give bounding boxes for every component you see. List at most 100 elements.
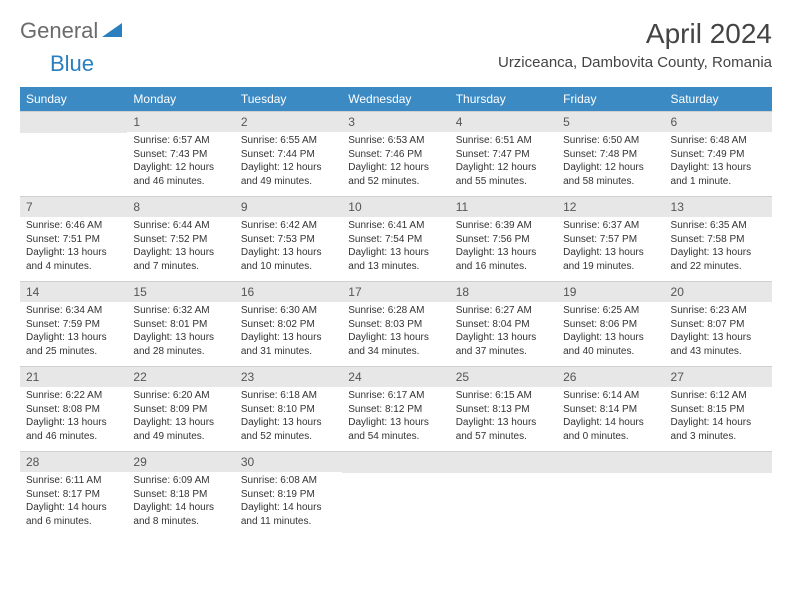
month-title: April 2024 [498, 18, 772, 50]
day-cell: 20Sunrise: 6:23 AMSunset: 8:07 PMDayligh… [665, 282, 772, 367]
calendar-row: 1Sunrise: 6:57 AMSunset: 7:43 PMDaylight… [20, 112, 772, 197]
day-number: 13 [665, 197, 772, 217]
day-content: Sunrise: 6:42 AMSunset: 7:53 PMDaylight:… [235, 217, 342, 281]
day-number: 5 [557, 112, 664, 132]
day-number: 4 [450, 112, 557, 132]
day-content: Sunrise: 6:48 AMSunset: 7:49 PMDaylight:… [665, 132, 772, 196]
day-number: 29 [127, 452, 234, 472]
day-number: 28 [20, 452, 127, 472]
day-cell: 23Sunrise: 6:18 AMSunset: 8:10 PMDayligh… [235, 367, 342, 452]
day-cell: 3Sunrise: 6:53 AMSunset: 7:46 PMDaylight… [342, 112, 449, 197]
day-cell: 13Sunrise: 6:35 AMSunset: 7:58 PMDayligh… [665, 197, 772, 282]
day-number: 8 [127, 197, 234, 217]
day-cell: 11Sunrise: 6:39 AMSunset: 7:56 PMDayligh… [450, 197, 557, 282]
day-content: Sunrise: 6:12 AMSunset: 8:15 PMDaylight:… [665, 387, 772, 451]
weekday-header-row: SundayMondayTuesdayWednesdayThursdayFrid… [20, 87, 772, 112]
day-content: Sunrise: 6:25 AMSunset: 8:06 PMDaylight:… [557, 302, 664, 366]
day-cell: 8Sunrise: 6:44 AMSunset: 7:52 PMDaylight… [127, 197, 234, 282]
day-content: Sunrise: 6:32 AMSunset: 8:01 PMDaylight:… [127, 302, 234, 366]
weekday-header: Monday [127, 87, 234, 112]
weekday-header: Wednesday [342, 87, 449, 112]
day-cell: 4Sunrise: 6:51 AMSunset: 7:47 PMDaylight… [450, 112, 557, 197]
day-number: 6 [665, 112, 772, 132]
day-cell: 30Sunrise: 6:08 AMSunset: 8:19 PMDayligh… [235, 452, 342, 537]
day-number: 25 [450, 367, 557, 387]
empty-cell [665, 452, 772, 537]
day-content: Sunrise: 6:08 AMSunset: 8:19 PMDaylight:… [235, 472, 342, 536]
day-cell: 2Sunrise: 6:55 AMSunset: 7:44 PMDaylight… [235, 112, 342, 197]
empty-cell [557, 452, 664, 537]
day-number: 30 [235, 452, 342, 472]
day-content: Sunrise: 6:57 AMSunset: 7:43 PMDaylight:… [127, 132, 234, 196]
day-number: 15 [127, 282, 234, 302]
day-cell: 19Sunrise: 6:25 AMSunset: 8:06 PMDayligh… [557, 282, 664, 367]
empty-cell [450, 452, 557, 537]
day-cell: 25Sunrise: 6:15 AMSunset: 8:13 PMDayligh… [450, 367, 557, 452]
day-content: Sunrise: 6:44 AMSunset: 7:52 PMDaylight:… [127, 217, 234, 281]
day-cell: 26Sunrise: 6:14 AMSunset: 8:14 PMDayligh… [557, 367, 664, 452]
title-block: April 2024 Urziceanca, Dambovita County,… [498, 18, 772, 71]
day-content: Sunrise: 6:28 AMSunset: 8:03 PMDaylight:… [342, 302, 449, 366]
day-content: Sunrise: 6:50 AMSunset: 7:48 PMDaylight:… [557, 132, 664, 196]
day-number: 9 [235, 197, 342, 217]
day-cell: 7Sunrise: 6:46 AMSunset: 7:51 PMDaylight… [20, 197, 127, 282]
day-cell: 17Sunrise: 6:28 AMSunset: 8:03 PMDayligh… [342, 282, 449, 367]
day-content: Sunrise: 6:37 AMSunset: 7:57 PMDaylight:… [557, 217, 664, 281]
day-cell: 9Sunrise: 6:42 AMSunset: 7:53 PMDaylight… [235, 197, 342, 282]
day-number: 17 [342, 282, 449, 302]
calendar-row: 14Sunrise: 6:34 AMSunset: 7:59 PMDayligh… [20, 282, 772, 367]
day-content: Sunrise: 6:20 AMSunset: 8:09 PMDaylight:… [127, 387, 234, 451]
day-cell: 21Sunrise: 6:22 AMSunset: 8:08 PMDayligh… [20, 367, 127, 452]
day-cell: 1Sunrise: 6:57 AMSunset: 7:43 PMDaylight… [127, 112, 234, 197]
day-number: 11 [450, 197, 557, 217]
day-cell: 28Sunrise: 6:11 AMSunset: 8:17 PMDayligh… [20, 452, 127, 537]
weekday-header: Tuesday [235, 87, 342, 112]
logo-text-general: General [20, 18, 98, 44]
day-content: Sunrise: 6:55 AMSunset: 7:44 PMDaylight:… [235, 132, 342, 196]
day-cell: 15Sunrise: 6:32 AMSunset: 8:01 PMDayligh… [127, 282, 234, 367]
day-number: 27 [665, 367, 772, 387]
day-number: 16 [235, 282, 342, 302]
day-content: Sunrise: 6:22 AMSunset: 8:08 PMDaylight:… [20, 387, 127, 451]
day-content: Sunrise: 6:30 AMSunset: 8:02 PMDaylight:… [235, 302, 342, 366]
day-content: Sunrise: 6:51 AMSunset: 7:47 PMDaylight:… [450, 132, 557, 196]
day-number: 26 [557, 367, 664, 387]
day-content: Sunrise: 6:17 AMSunset: 8:12 PMDaylight:… [342, 387, 449, 451]
day-number: 2 [235, 112, 342, 132]
day-cell: 12Sunrise: 6:37 AMSunset: 7:57 PMDayligh… [557, 197, 664, 282]
day-content: Sunrise: 6:14 AMSunset: 8:14 PMDaylight:… [557, 387, 664, 451]
day-number: 14 [20, 282, 127, 302]
day-cell: 16Sunrise: 6:30 AMSunset: 8:02 PMDayligh… [235, 282, 342, 367]
day-content: Sunrise: 6:39 AMSunset: 7:56 PMDaylight:… [450, 217, 557, 281]
empty-cell [342, 452, 449, 537]
day-content: Sunrise: 6:09 AMSunset: 8:18 PMDaylight:… [127, 472, 234, 536]
logo-triangle-icon [102, 21, 122, 42]
day-content: Sunrise: 6:41 AMSunset: 7:54 PMDaylight:… [342, 217, 449, 281]
weekday-header: Thursday [450, 87, 557, 112]
day-cell: 24Sunrise: 6:17 AMSunset: 8:12 PMDayligh… [342, 367, 449, 452]
day-cell: 29Sunrise: 6:09 AMSunset: 8:18 PMDayligh… [127, 452, 234, 537]
day-content: Sunrise: 6:18 AMSunset: 8:10 PMDaylight:… [235, 387, 342, 451]
location: Urziceanca, Dambovita County, Romania [498, 54, 772, 71]
day-number: 10 [342, 197, 449, 217]
weekday-header: Friday [557, 87, 664, 112]
day-cell: 5Sunrise: 6:50 AMSunset: 7:48 PMDaylight… [557, 112, 664, 197]
day-number: 20 [665, 282, 772, 302]
day-number: 3 [342, 112, 449, 132]
day-number: 24 [342, 367, 449, 387]
day-number: 23 [235, 367, 342, 387]
day-cell: 10Sunrise: 6:41 AMSunset: 7:54 PMDayligh… [342, 197, 449, 282]
logo-text-blue: Blue [50, 51, 94, 76]
day-number: 7 [20, 197, 127, 217]
logo: General [20, 18, 124, 44]
calendar-table: SundayMondayTuesdayWednesdayThursdayFrid… [20, 87, 772, 536]
day-number: 18 [450, 282, 557, 302]
day-content: Sunrise: 6:35 AMSunset: 7:58 PMDaylight:… [665, 217, 772, 281]
calendar-body: 1Sunrise: 6:57 AMSunset: 7:43 PMDaylight… [20, 112, 772, 537]
calendar-row: 21Sunrise: 6:22 AMSunset: 8:08 PMDayligh… [20, 367, 772, 452]
day-cell: 14Sunrise: 6:34 AMSunset: 7:59 PMDayligh… [20, 282, 127, 367]
day-cell: 22Sunrise: 6:20 AMSunset: 8:09 PMDayligh… [127, 367, 234, 452]
day-content: Sunrise: 6:27 AMSunset: 8:04 PMDaylight:… [450, 302, 557, 366]
day-number: 1 [127, 112, 234, 132]
calendar-row: 7Sunrise: 6:46 AMSunset: 7:51 PMDaylight… [20, 197, 772, 282]
